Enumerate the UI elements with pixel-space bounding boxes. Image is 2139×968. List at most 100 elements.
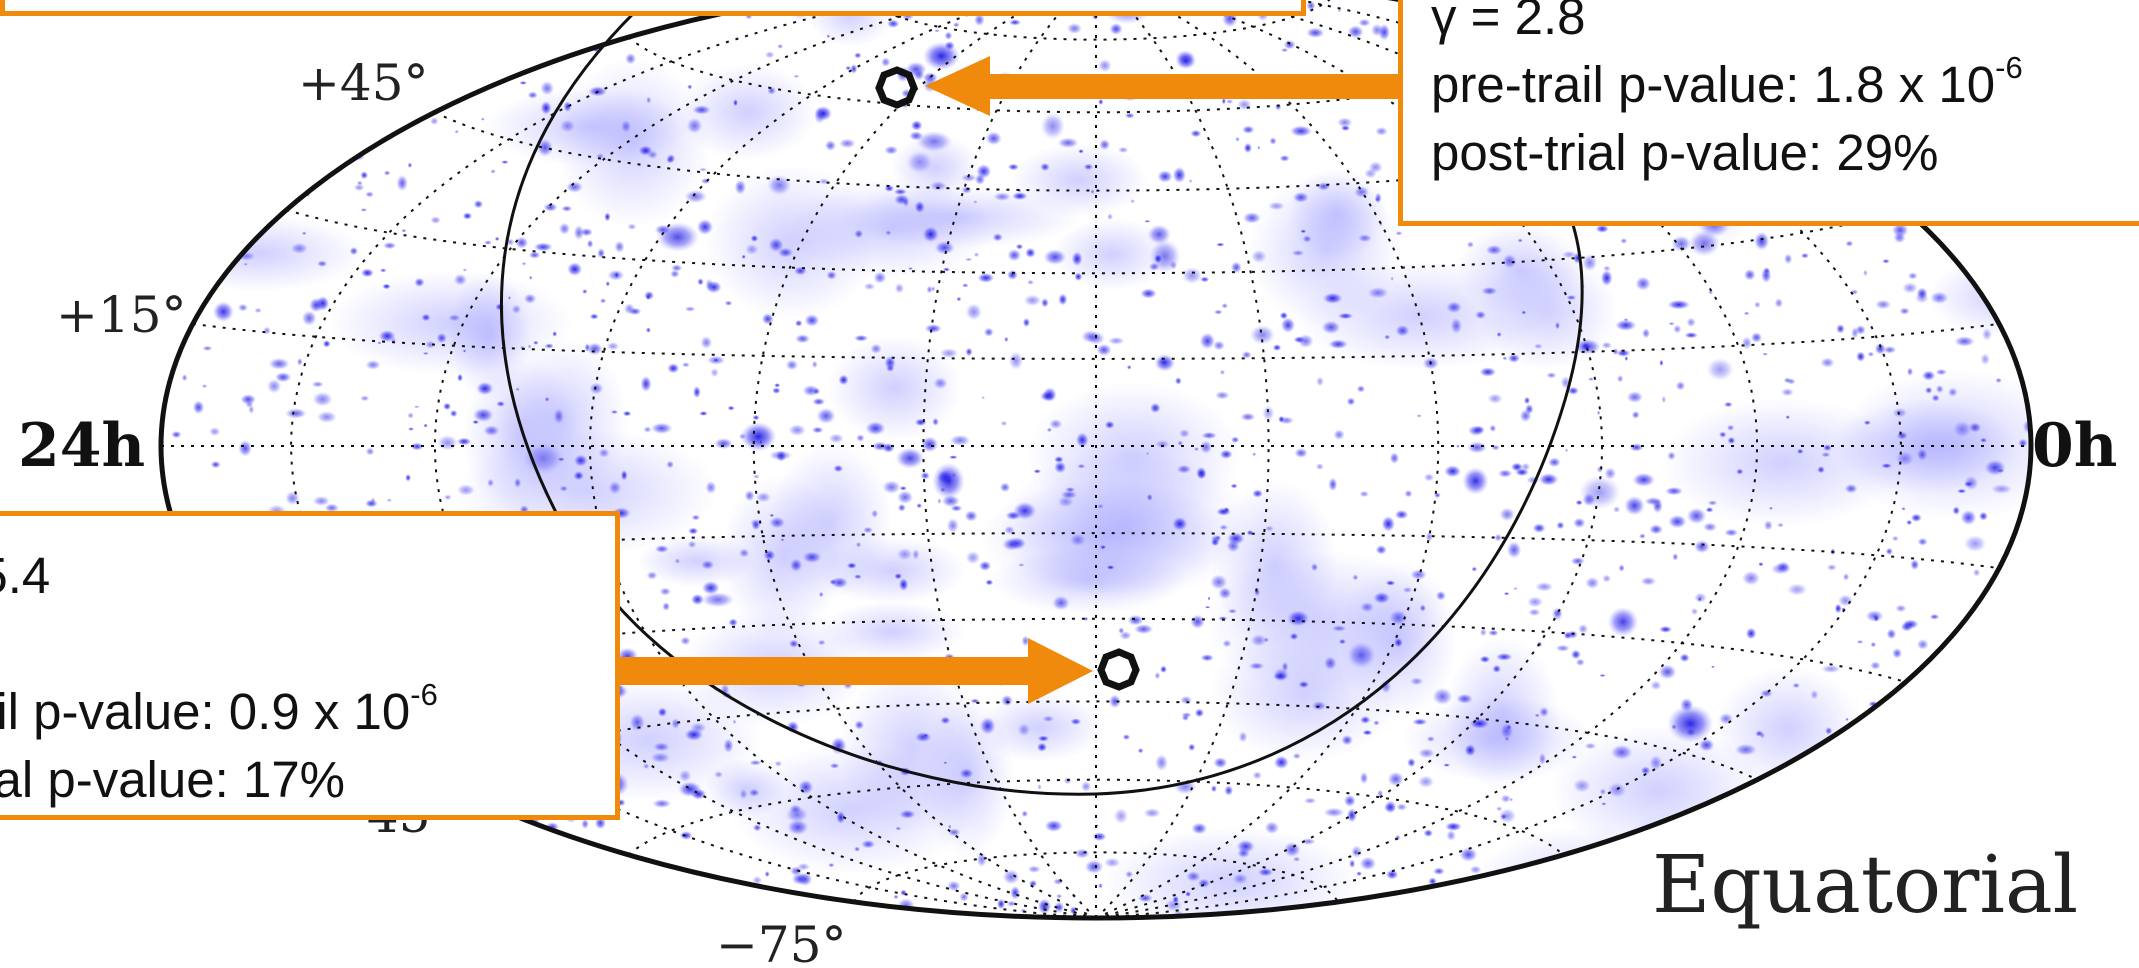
significance-spot xyxy=(1008,19,1022,26)
south-gamma-line: .9 xyxy=(0,610,615,678)
significance-spot xyxy=(1507,353,1521,363)
dec-tick-minus75: −75° xyxy=(716,916,847,968)
significance-spot xyxy=(1315,463,1324,471)
significance-spot xyxy=(480,117,485,121)
significance-spot xyxy=(383,170,391,176)
significance-spot xyxy=(1333,429,1345,441)
significance-spot xyxy=(1389,609,1408,626)
significance-spot xyxy=(873,271,887,284)
significance-spot xyxy=(985,131,1002,146)
significance-spot xyxy=(1784,253,1793,265)
significance-spot xyxy=(614,271,620,279)
north-pretrial-text: pre-trail p-value: 1.8 x 10 xyxy=(1431,56,1996,113)
significance-spot xyxy=(1736,468,1744,475)
significance-spot xyxy=(1242,212,1262,224)
significance-spot xyxy=(1113,807,1129,825)
significance-spot xyxy=(1359,771,1369,785)
significance-spot xyxy=(1246,530,1254,536)
significance-spot xyxy=(1533,343,1543,350)
significance-spot xyxy=(1283,39,1296,50)
significance-spot xyxy=(1321,320,1341,335)
significance-spot xyxy=(1664,486,1684,496)
significance-spot xyxy=(1218,616,1228,621)
significance-spot xyxy=(1741,570,1761,586)
significance-spot xyxy=(952,22,960,28)
significance-spot xyxy=(1292,191,1309,203)
significance-spot xyxy=(650,752,671,763)
significance-spot xyxy=(1273,755,1290,770)
north-pretrial-line: pre-trail p-value: 1.8 x 10-6 xyxy=(1431,51,2139,119)
significance-spot xyxy=(1487,393,1503,404)
south-pretrial-line: rail p-value: 0.9 x 10-6 xyxy=(0,678,615,746)
significance-spot xyxy=(297,357,303,366)
significance-spot xyxy=(543,202,558,212)
significance-spot xyxy=(854,52,862,59)
significance-spot xyxy=(449,409,458,418)
significance-spot xyxy=(1432,867,1445,875)
significance-spot xyxy=(691,514,701,521)
significance-spot xyxy=(407,162,413,169)
significance-spot xyxy=(1497,469,1513,478)
significance-spot xyxy=(1980,353,1990,366)
significance-spot xyxy=(705,278,714,291)
significance-spot xyxy=(654,224,672,235)
significance-spot xyxy=(1836,323,1845,334)
significance-spot xyxy=(1577,623,1589,635)
significance-spot xyxy=(528,251,541,259)
significance-spot xyxy=(787,819,809,836)
significance-spot xyxy=(749,759,762,766)
significance-spot xyxy=(750,234,759,242)
significance-spot xyxy=(1963,481,1974,487)
significance-spot xyxy=(1659,625,1673,633)
significance-spot xyxy=(1358,18,1371,27)
significance-spot xyxy=(422,351,429,355)
significance-spot xyxy=(1820,357,1835,368)
significance-spot xyxy=(1650,680,1662,691)
significance-spot xyxy=(605,281,610,287)
significance-spot xyxy=(274,372,292,383)
meridian-line xyxy=(1095,0,1270,918)
significance-spot xyxy=(1005,511,1022,520)
significance-spot xyxy=(1385,580,1396,586)
significance-spot xyxy=(950,504,963,512)
significance-spot xyxy=(1341,734,1353,746)
significance-spot xyxy=(462,268,468,272)
significance-spot xyxy=(1011,192,1028,201)
significance-spot xyxy=(1362,729,1373,736)
significance-spot xyxy=(1385,869,1399,880)
significance-spot xyxy=(1506,541,1522,559)
significance-spot xyxy=(1056,893,1063,899)
significance-spot xyxy=(1820,664,1841,674)
significance-spot xyxy=(1227,608,1238,614)
significance-spot xyxy=(316,410,337,424)
significance-spot xyxy=(814,105,833,122)
significance-spot xyxy=(1496,332,1502,337)
significance-spot xyxy=(1257,145,1261,150)
significance-spot xyxy=(1711,665,1715,669)
significance-spot xyxy=(894,573,903,580)
significance-spot xyxy=(1147,224,1172,245)
significance-spot xyxy=(523,442,564,475)
significance-spot xyxy=(1289,125,1313,137)
significance-spot xyxy=(1300,229,1307,234)
significance-spot xyxy=(650,422,673,435)
significance-spot xyxy=(785,806,809,823)
significance-spot xyxy=(962,283,969,288)
significance-spot xyxy=(527,344,532,349)
significance-spot xyxy=(386,498,393,503)
significance-spot xyxy=(1169,260,1178,270)
significance-spot xyxy=(1607,606,1639,637)
significance-spot xyxy=(856,434,865,442)
significance-spot xyxy=(1153,254,1163,264)
significance-spot xyxy=(1213,309,1223,315)
significance-spot xyxy=(1498,808,1517,824)
significance-spot xyxy=(1291,249,1305,257)
significance-spot xyxy=(443,402,452,411)
significance-spot xyxy=(1090,189,1095,195)
significance-spot xyxy=(1395,231,1403,236)
significance-spot xyxy=(1104,420,1115,429)
significance-spot xyxy=(301,231,307,235)
significance-spot xyxy=(1394,509,1409,520)
significance-spot xyxy=(1886,628,1897,640)
significance-spot xyxy=(1500,813,1508,820)
